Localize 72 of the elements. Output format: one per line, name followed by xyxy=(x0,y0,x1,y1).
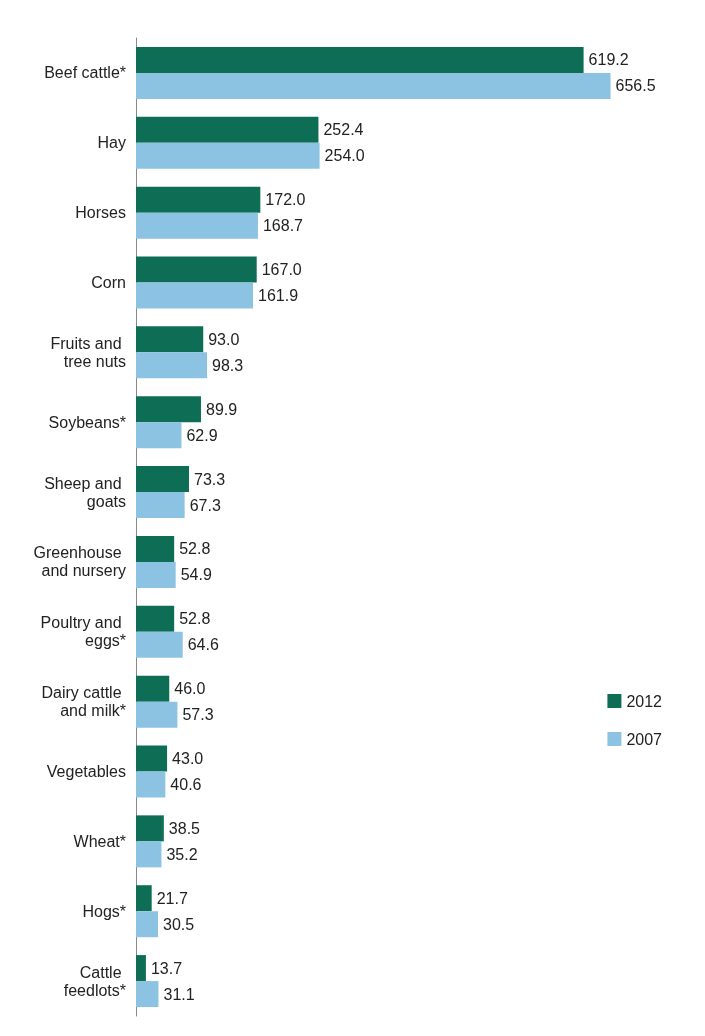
y-tick-label: Soybeans* xyxy=(48,413,126,431)
bar xyxy=(136,326,204,353)
data-label: 35.2 xyxy=(166,845,198,863)
bar xyxy=(136,282,254,309)
data-label: 252.4 xyxy=(323,121,364,139)
bar xyxy=(136,911,159,938)
data-label: 30.5 xyxy=(163,915,195,933)
bar xyxy=(136,701,178,728)
bar xyxy=(136,955,146,982)
legend-label: 2012 xyxy=(626,692,663,710)
data-label: 172.0 xyxy=(265,191,306,209)
bar xyxy=(136,492,185,519)
bar xyxy=(136,815,164,842)
bar xyxy=(136,212,258,239)
bar xyxy=(136,561,176,588)
bar xyxy=(136,981,159,1008)
bar xyxy=(136,841,162,868)
bar xyxy=(136,745,168,772)
data-label: 57.3 xyxy=(182,706,214,724)
data-label: 254.0 xyxy=(324,147,365,165)
data-label: 40.6 xyxy=(170,776,202,793)
bar xyxy=(136,466,189,493)
y-tick-label: Sheep and goats xyxy=(44,474,126,510)
bar xyxy=(136,771,166,798)
bar xyxy=(136,535,175,562)
data-label: 619.2 xyxy=(588,51,629,69)
data-label: 161.9 xyxy=(258,287,299,304)
bar xyxy=(136,675,170,702)
data-label: 168.7 xyxy=(262,217,304,235)
data-label: 46.0 xyxy=(174,680,206,698)
y-tick-label: Fruits and tree nuts xyxy=(50,334,126,370)
data-label: 167.0 xyxy=(261,261,302,278)
data-label: 656.5 xyxy=(615,77,656,95)
bar xyxy=(136,352,208,379)
bar xyxy=(136,396,201,423)
y-tick-label: Dairy cattle and milk* xyxy=(41,684,126,720)
bar xyxy=(136,631,183,658)
bar xyxy=(136,186,261,213)
y-tick-label: Poultry and eggs* xyxy=(40,614,126,650)
bar xyxy=(136,46,584,73)
data-label: 38.5 xyxy=(168,819,201,837)
data-label: 67.3 xyxy=(189,496,221,514)
data-label: 89.9 xyxy=(205,400,238,418)
bar xyxy=(136,72,611,99)
legend-label: 2007 xyxy=(626,730,663,748)
y-tick-label: Hay xyxy=(97,134,126,152)
bar xyxy=(136,605,175,632)
data-label: 43.0 xyxy=(172,750,204,767)
y-tick-label: Horses xyxy=(75,204,126,222)
y-tick-label: Greenhouse and nursery xyxy=(33,544,126,580)
data-label: 64.6 xyxy=(187,636,219,654)
data-label: 52.8 xyxy=(179,610,211,628)
data-label: 62.9 xyxy=(186,426,218,444)
y-tick-label: Corn xyxy=(91,274,126,291)
data-label: 31.1 xyxy=(163,985,195,1003)
data-label: 54.9 xyxy=(180,566,212,584)
data-label: 13.7 xyxy=(150,959,183,977)
y-tick-label: Hogs* xyxy=(82,902,126,920)
bar xyxy=(136,142,320,169)
y-tick-label: Cattle feedlots* xyxy=(63,963,126,999)
data-label: 98.3 xyxy=(212,356,244,374)
bar xyxy=(136,116,319,143)
data-label: 73.3 xyxy=(193,470,226,488)
data-label: 93.0 xyxy=(208,330,240,348)
y-tick-label: Beef cattle* xyxy=(44,64,126,82)
bar xyxy=(136,885,152,912)
bar xyxy=(136,422,182,449)
data-label: 52.8 xyxy=(179,540,211,558)
bar xyxy=(136,256,257,283)
y-tick-label: Wheat* xyxy=(73,832,126,850)
data-label: 21.7 xyxy=(156,889,188,907)
y-tick-label: Vegetables xyxy=(46,763,126,780)
